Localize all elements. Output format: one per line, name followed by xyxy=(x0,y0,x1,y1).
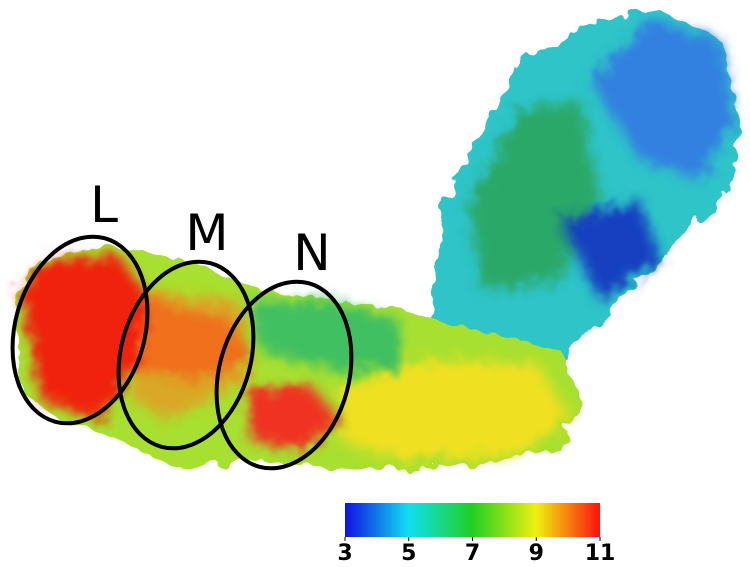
figure: L M N 3 5 7 9 11 xyxy=(0,0,750,567)
tick-label: 7 xyxy=(465,541,480,566)
colorbar-bar xyxy=(345,503,600,537)
tick-label: 11 xyxy=(585,541,616,566)
region-label: L xyxy=(90,176,118,234)
colorbar: 3 5 7 9 11 xyxy=(337,503,615,566)
page: L M N 357911 (() => { const data = JSON.… xyxy=(0,0,750,567)
tick-label: 9 xyxy=(529,541,544,566)
tick-label: 5 xyxy=(401,541,416,566)
region-label: N xyxy=(293,224,330,282)
tick-label: 3 xyxy=(337,541,352,566)
region-label: M xyxy=(185,204,228,262)
